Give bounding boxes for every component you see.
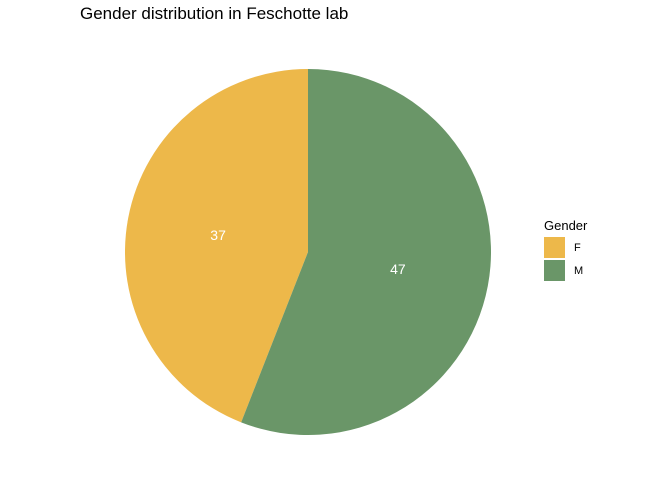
legend-swatch-m	[544, 260, 565, 281]
legend-label-m: M	[574, 264, 584, 277]
legend-item-m: M	[544, 259, 587, 282]
chart-title: Gender distribution in Feschotte lab	[80, 4, 349, 23]
pie-slice-m	[241, 69, 492, 435]
pie-label-m: 47	[390, 261, 406, 277]
pie-label-f: 37	[210, 227, 226, 243]
pie-slices	[125, 69, 492, 435]
legend-item-f: F	[544, 236, 587, 259]
pie-labels: 37 47	[210, 227, 406, 277]
legend-title: Gender	[544, 218, 588, 233]
pie-slice-f	[125, 69, 309, 423]
legend-swatch-f	[544, 237, 565, 258]
legend-label-f: F	[574, 241, 581, 254]
legend: Gender F M	[544, 218, 587, 282]
